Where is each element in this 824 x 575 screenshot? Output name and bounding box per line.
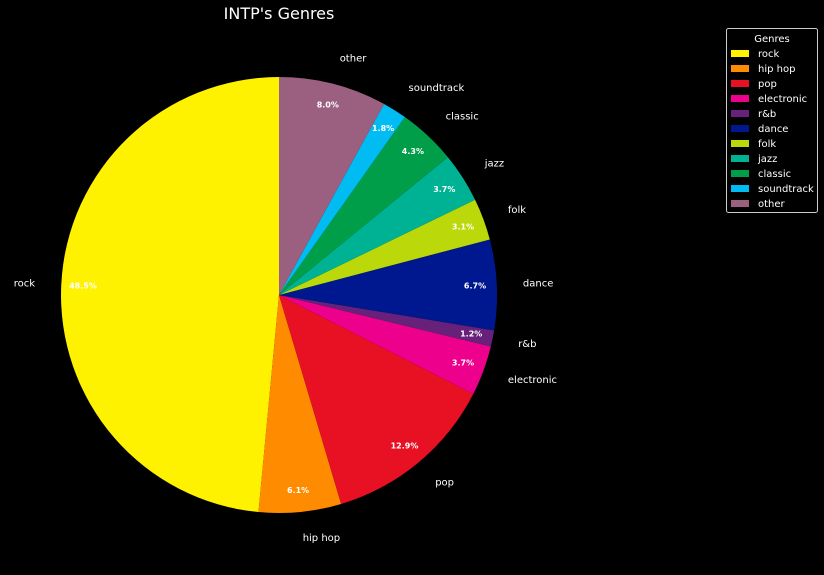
legend-label: electronic [758, 94, 807, 105]
percentage-label: 6.1% [287, 486, 309, 495]
pie-slice-rock [61, 77, 279, 513]
legend-label: r&b [758, 109, 776, 120]
legend-swatch [731, 80, 749, 87]
percentage-label: 12.9% [391, 441, 419, 450]
legend-label: hip hop [758, 64, 795, 75]
legend-label: rock [758, 49, 780, 60]
legend-swatch [731, 110, 749, 117]
pie-slices [61, 77, 498, 513]
legend: Genres rock hip hop pop electronic r&b dance f… [726, 28, 818, 213]
pie-slice-r-b [279, 295, 495, 347]
legend-items: rock hip hop pop electronic r&b dance folk jazz… [731, 49, 814, 210]
pie-slice-jazz [279, 157, 476, 295]
category-label: other [340, 54, 368, 65]
legend-label: dance [758, 124, 788, 135]
legend-frame [726, 28, 818, 213]
category-label: electronic [508, 375, 557, 386]
pie-slice-folk [279, 199, 490, 295]
legend-swatch [731, 155, 749, 162]
legend-swatch [731, 125, 749, 132]
category-label: dance [523, 279, 553, 290]
percentage-label: 4.3% [402, 147, 424, 156]
legend-swatch [731, 95, 749, 102]
legend-label: soundtrack [758, 184, 814, 195]
category-label: jazz [484, 159, 504, 170]
legend-label: classic [758, 169, 791, 180]
percentage-labels: 48.5% 6.1% 12.9% 3.7% 1.2% 6.7% 3.1% 3.7% 4.3% 1.… [69, 101, 486, 495]
legend-swatch [731, 65, 749, 72]
percentage-label: 8.0% [317, 101, 339, 110]
percentage-label: 3.7% [433, 185, 455, 194]
pie-slice-other [279, 77, 385, 295]
percentage-label: 1.2% [460, 330, 482, 339]
legend-swatch [731, 50, 749, 57]
category-label: r&b [518, 339, 536, 350]
pie-slice-classic [279, 117, 448, 295]
percentage-label: 6.7% [464, 281, 486, 290]
legend-label: other [758, 199, 786, 210]
category-label: classic [446, 112, 479, 123]
percentage-label: 48.5% [69, 281, 97, 290]
percentage-label: 1.8% [372, 124, 394, 133]
pie-slice-hip-hop [258, 295, 342, 513]
chart-title: INTP's Genres [224, 4, 335, 23]
category-labels: rock hip hop pop electronic r&b dance folk jazz… [14, 54, 557, 545]
pie-slice-dance [279, 239, 498, 331]
category-label: hip hop [303, 533, 340, 544]
legend-label: folk [758, 139, 776, 150]
legend-label: jazz [757, 154, 777, 165]
legend-title: Genres [754, 34, 790, 45]
category-label: soundtrack [409, 83, 465, 94]
category-label: folk [508, 205, 526, 216]
legend-swatch [731, 200, 749, 207]
category-label: rock [14, 279, 36, 290]
pie-slice-pop [279, 295, 474, 504]
category-label: pop [435, 478, 454, 489]
legend-label: pop [758, 79, 777, 90]
percentage-label: 3.7% [452, 359, 474, 368]
pie-slice-soundtrack [279, 103, 405, 295]
legend-swatch [731, 185, 749, 192]
legend-swatch [731, 170, 749, 177]
legend-swatch [731, 140, 749, 147]
percentage-label: 3.1% [452, 222, 474, 231]
pie-slice-electronic [279, 295, 491, 394]
